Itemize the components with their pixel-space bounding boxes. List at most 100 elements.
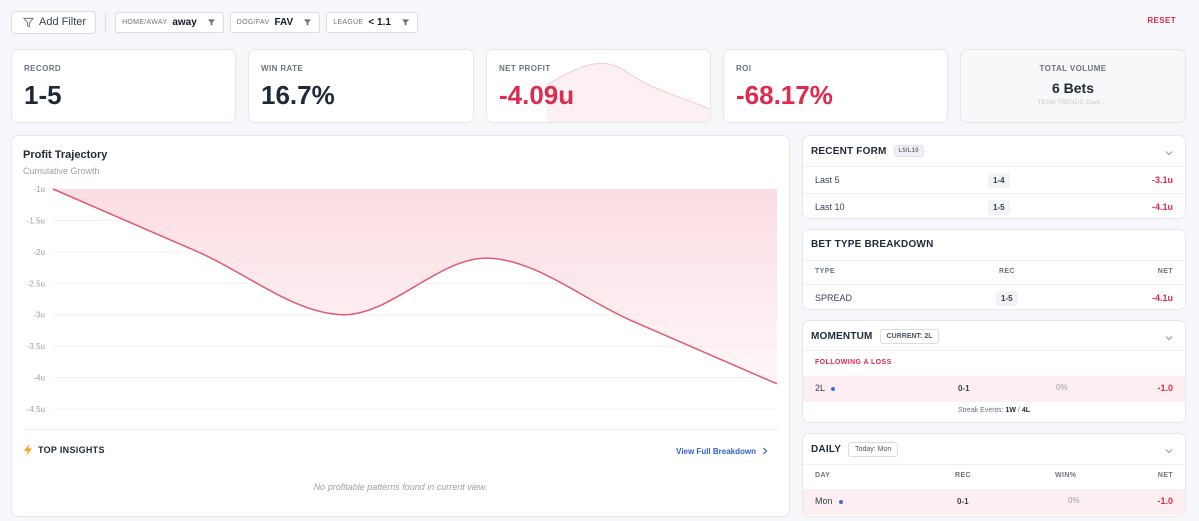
col-header-day: DAY: [815, 472, 831, 479]
form-period: Last 10: [815, 202, 845, 212]
momentum-card: MOMENTUM CURRENT: 2L FOLLOWING A LOSS 2L…: [802, 320, 1186, 423]
bet-type-card: BET TYPE BREAKDOWN TYPE REC NET SPREAD 1…: [802, 229, 1186, 310]
streak-separator: /: [1017, 407, 1020, 414]
current-dot-icon: [831, 386, 836, 391]
bet-type-record: 1-5: [996, 291, 1018, 306]
daily-card: DAILY Today: Mon DAY REC WIN% NET Mon 0-…: [802, 433, 1186, 517]
current-dot-icon: [838, 499, 843, 504]
roi-label: ROI: [736, 64, 752, 73]
filter-chip-dog-fav[interactable]: DOG/FAV FAV: [229, 11, 321, 33]
chip-value: away: [172, 16, 197, 28]
momentum-title: MOMENTUM: [811, 331, 873, 342]
momentum-badge: CURRENT: 2L: [879, 329, 940, 344]
table-row: SPREAD 1-5 -4.1u: [803, 284, 1185, 310]
recent-form-card: RECENT FORM L5/L10 Last 5 1-4 -3.1u Last…: [802, 135, 1186, 219]
y-tick-label: -1u: [33, 185, 45, 194]
chart-title: Profit Trajectory: [23, 149, 108, 161]
divider: [803, 260, 1185, 261]
filter-bar: Add Filter HOME/AWAY away DOG/FAV FAV LE…: [0, 0, 1199, 44]
filter-chip-league[interactable]: LEAGUE < 1.1: [326, 11, 418, 33]
win-rate-card: WIN RATE 16.7%: [248, 49, 474, 123]
streak-pct: 0%: [1056, 383, 1068, 392]
volume-subtext: TEAM TRENDS Cavs ...: [1037, 100, 1109, 106]
net-profit-value: -4.09u: [499, 80, 575, 110]
streak-losses: 4L: [1021, 407, 1030, 414]
chevron-down-icon[interactable]: [1164, 333, 1174, 343]
bet-type-name: SPREAD: [815, 293, 853, 303]
day-win-pct: 0%: [1068, 496, 1080, 505]
lightning-icon: [24, 444, 32, 456]
y-tick-label: -1.5u: [27, 216, 45, 225]
list-item: Last 10 1-5 -4.1u: [803, 193, 1185, 219]
streak-label-text: 2L: [815, 383, 826, 393]
add-filter-label: Add Filter: [39, 16, 87, 28]
view-full-breakdown-link[interactable]: View Full Breakdown: [676, 446, 770, 456]
col-header-net: NET: [1157, 472, 1173, 479]
streak-net: -1.0: [1157, 383, 1173, 393]
streak-label: 2L: [815, 383, 836, 393]
table-row: 2L 0-1 0% -1.0: [803, 376, 1185, 402]
form-net: -3.1u: [1151, 175, 1173, 185]
win-rate-label: WIN RATE: [261, 64, 304, 73]
daily-title: DAILY: [811, 444, 842, 455]
table-row: Mon 0-1 0% -1.0: [803, 489, 1185, 515]
col-header-rec: REC: [955, 472, 971, 479]
daily-badge: Today: Mon: [848, 442, 899, 457]
volume-label: TOTAL VOLUME: [1039, 64, 1107, 73]
streak-record: 0-1: [958, 384, 970, 393]
top-insights-header: TOP INSIGHTS: [23, 444, 105, 456]
filter-chip-home-away[interactable]: HOME/AWAY away: [115, 11, 224, 33]
bet-type-title: BET TYPE BREAKDOWN: [811, 239, 934, 250]
reset-button[interactable]: RESET: [1147, 16, 1176, 25]
y-tick-label: -3.5u: [27, 342, 45, 351]
momentum-header: MOMENTUM CURRENT: 2L: [811, 329, 940, 344]
recent-form-badge: L5/L10: [893, 145, 924, 157]
form-record: 1-4: [988, 173, 1010, 188]
momentum-section-label: FOLLOWING A LOSS: [815, 359, 892, 366]
chip-key: HOME/AWAY: [122, 18, 168, 26]
chip-key: DOG/FAV: [236, 18, 270, 26]
series-line: [52, 188, 778, 385]
filter-icon: [23, 17, 34, 27]
funnel-icon: [207, 18, 215, 26]
chart-subtitle: Cumulative Growth: [23, 166, 100, 176]
chevron-down-icon[interactable]: [1164, 446, 1174, 456]
chip-value: FAV: [274, 16, 294, 28]
chip-value: < 1.1: [368, 16, 391, 28]
record-card: RECORD 1-5: [11, 49, 236, 123]
y-tick-label: -2.5u: [27, 279, 45, 288]
net-profit-label: NET PROFIT: [499, 64, 551, 73]
streak-events: Streak Events: 1W / 4L: [803, 407, 1185, 414]
add-filter-button[interactable]: Add Filter: [11, 10, 97, 34]
y-tick-label: -4.5u: [27, 405, 45, 414]
chip-key: LEAGUE: [333, 18, 364, 26]
chevron-down-icon[interactable]: [1164, 148, 1174, 158]
col-header-rec: REC: [999, 268, 1015, 275]
col-header-win: WIN%: [1055, 472, 1077, 479]
list-item: Last 5 1-4 -3.1u: [803, 166, 1185, 192]
divider: [105, 12, 107, 32]
roi-value: -68.17%: [736, 80, 833, 110]
day-record: 0-1: [957, 497, 969, 506]
daily-header: DAILY Today: Mon: [811, 442, 899, 457]
insights-empty-message: No profitable patterns found in current …: [313, 482, 488, 492]
day-net: -1.0: [1157, 496, 1173, 506]
win-rate-value: 16.7%: [261, 80, 335, 110]
record-label: RECORD: [24, 64, 62, 73]
sparkline-decoration: [546, 62, 710, 122]
y-tick-label: -4u: [33, 374, 45, 383]
y-tick-label: -2u: [33, 248, 45, 257]
record-value: 1-5: [24, 80, 62, 110]
bet-type-net: -4.1u: [1151, 293, 1173, 303]
col-header-net: NET: [1157, 268, 1173, 275]
total-volume-card: TOTAL VOLUME 6 Bets TEAM TRENDS Cavs ...: [960, 49, 1186, 123]
funnel-icon: [401, 18, 410, 26]
recent-form-title: RECENT FORM: [811, 145, 887, 157]
day-label-text: Mon: [815, 496, 833, 506]
profit-trajectory-card: Profit Trajectory Cumulative Growth -1u -…: [11, 135, 790, 517]
chevron-right-icon: [763, 447, 768, 455]
streak-wins: 1W: [1005, 407, 1016, 414]
day-label: Mon: [815, 496, 843, 506]
profit-chart: -1u -1.5u -2u -2.5u -3u -3.5u -4u -4.5u: [27, 185, 778, 414]
divider: [23, 429, 778, 430]
